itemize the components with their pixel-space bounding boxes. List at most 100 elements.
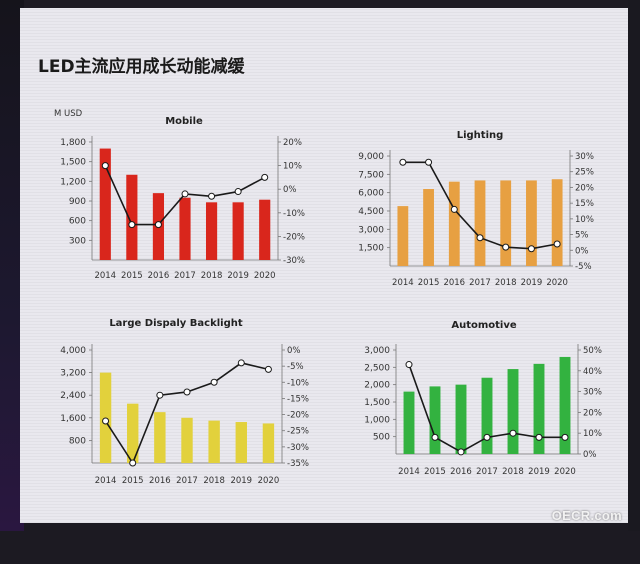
mobile-ytick-label: 600: [69, 217, 86, 227]
lighting-y2tick-label: 20%: [575, 183, 594, 193]
mobile-bar: [126, 174, 138, 260]
backlight-y2tick-label: 0%: [287, 346, 301, 356]
mobile-growth-point: [181, 190, 189, 198]
lighting-x-label: 2020: [546, 278, 568, 288]
automotive-growth-point: [561, 433, 569, 441]
watermark: OECR.com: [551, 508, 622, 523]
automotive-x-label: 2018: [502, 467, 524, 477]
backlight-bar: [181, 417, 193, 463]
lighting-y2tick-label: 25%: [575, 168, 594, 178]
backlight-bar: [208, 420, 220, 463]
backlight-y2tick-label: -5%: [287, 362, 304, 372]
lighting-x-label: 2019: [521, 278, 543, 288]
backlight-growth-point: [264, 365, 272, 373]
lighting-x-label: 2018: [495, 278, 517, 288]
automotive-growth-point: [431, 433, 439, 441]
stage-background-right: [628, 0, 640, 531]
mobile-ytick-label: 1,800: [60, 138, 86, 148]
lighting-chart: Lighting 9,000 7,500 6,000 4,500 3,000 1,500 30…: [334, 128, 634, 368]
automotive-bar: [429, 386, 441, 454]
mobile-x-label: 2015: [121, 271, 143, 281]
automotive-x-label: 2014: [398, 467, 420, 477]
backlight-ytick-label: 1,600: [60, 414, 86, 424]
mobile-title: Mobile: [165, 116, 203, 127]
mobile-growth-point: [234, 188, 242, 196]
backlight-bar: [235, 422, 247, 463]
lighting-x-label: 2016: [443, 278, 465, 288]
backlight-ytick-label: 2,400: [60, 391, 86, 401]
lighting-growth-point: [553, 240, 561, 248]
lighting-bar: [551, 179, 563, 266]
lighting-ytick-label: 6,000: [358, 189, 384, 199]
backlight-svg: Large Dispaly Backlight 4,000 3,200 2,400 1,…: [60, 318, 309, 486]
lighting-growth-point: [502, 243, 510, 251]
lighting-x-label: 2017: [469, 278, 491, 288]
lighting-ytick-label: 9,000: [358, 152, 384, 162]
automotive-x-label: 2016: [450, 467, 472, 477]
automotive-growth-point: [535, 433, 543, 441]
backlight-ytick-label: 800: [69, 436, 86, 446]
lighting-y2tick-label: 0%: [575, 246, 589, 256]
backlight-bar: [262, 423, 275, 463]
mobile-x-label: 2020: [254, 271, 276, 281]
automotive-x-label: 2017: [476, 467, 498, 477]
mobile-growth-point: [208, 192, 216, 200]
lighting-bar: [474, 180, 486, 266]
lighting-y2tick-label: 5%: [575, 231, 589, 241]
mobile-bar: [179, 197, 191, 260]
backlight-ytick-label: 3,200: [60, 369, 86, 379]
automotive-x-label: 2020: [554, 467, 576, 477]
lighting-x-label: 2015: [418, 278, 440, 288]
backlight-ytick-label: 4,000: [60, 346, 86, 356]
mobile-growth-point: [154, 221, 162, 229]
lighting-growth-point: [476, 234, 484, 242]
automotive-title: Automotive: [451, 320, 517, 331]
mobile-y2tick-label: -30%: [283, 256, 305, 266]
automotive-y2tick-label: 20%: [583, 408, 602, 418]
lighting-ytick-label: 1,500: [358, 244, 384, 254]
automotive-bar: [559, 356, 571, 454]
backlight-x-label: 2016: [149, 476, 171, 486]
backlight-chart: Large Dispaly Backlight 4,000 3,200 2,400 1,…: [36, 318, 336, 558]
mobile-y2tick-label: 10%: [283, 162, 302, 172]
backlight-bar: [127, 403, 139, 463]
mobile-unit-label: M USD: [54, 109, 83, 119]
lighting-ytick-label: 3,000: [358, 225, 384, 235]
backlight-y2tick-label: -15%: [287, 394, 309, 404]
backlight-growth-point: [237, 359, 245, 367]
mobile-x-label: 2019: [227, 271, 249, 281]
mobile-growth-point: [261, 173, 269, 181]
backlight-growth-point: [102, 417, 110, 425]
backlight-x-label: 2014: [95, 476, 117, 486]
backlight-x-label: 2017: [176, 476, 198, 486]
automotive-ytick-label: 500: [373, 433, 390, 443]
lighting-growth-point: [527, 245, 535, 253]
mobile-growth-point: [128, 221, 136, 229]
lighting-bar: [397, 206, 409, 266]
mobile-chart: Mobile M USD 1,800 1,500 1,200 900 600 300 20% 10…: [34, 109, 334, 350]
lighting-y2tick-label: -5%: [575, 262, 592, 272]
automotive-bar: [507, 369, 519, 454]
backlight-growth-point: [129, 459, 137, 467]
mobile-bar: [259, 199, 271, 260]
backlight-growth-point: [156, 391, 164, 399]
mobile-ytick-label: 1,500: [60, 158, 86, 168]
mobile-ytick-label: 900: [69, 197, 86, 207]
backlight-y2tick-label: -35%: [287, 459, 309, 469]
lighting-ytick-label: 4,500: [358, 207, 384, 217]
mobile-y2tick-label: 0%: [283, 185, 297, 195]
backlight-x-label: 2015: [122, 476, 144, 486]
lighting-bar: [500, 180, 512, 266]
automotive-bar: [533, 363, 545, 454]
mobile-x-label: 2018: [201, 271, 223, 281]
lighting-y2tick-label: 15%: [575, 199, 594, 209]
automotive-y2tick-label: 40%: [583, 367, 602, 377]
automotive-y2tick-label: 30%: [583, 388, 602, 398]
lighting-y2tick-label: 30%: [575, 152, 594, 162]
automotive-bar: [403, 391, 415, 454]
lighting-ytick-label: 7,500: [358, 170, 384, 180]
backlight-title: Large Dispaly Backlight: [109, 318, 243, 329]
slide-title: LED主流应用成长动能减缓: [38, 57, 245, 77]
mobile-x-label: 2014: [94, 271, 116, 281]
automotive-bar: [455, 384, 467, 454]
